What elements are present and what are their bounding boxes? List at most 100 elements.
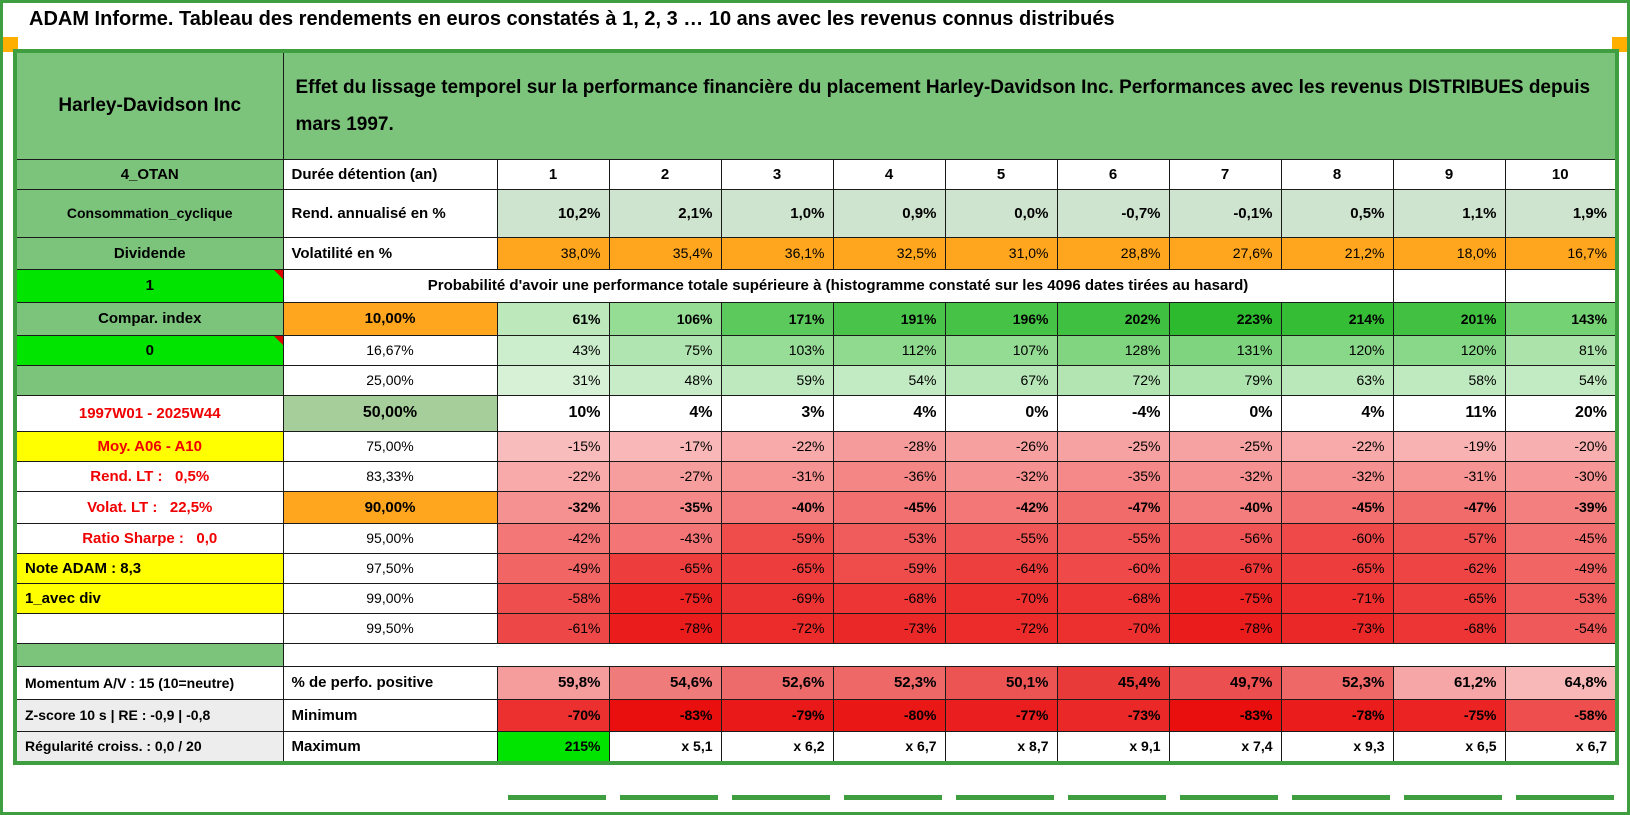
positive-perf-cell[interactable]: 54,6% (608, 665, 722, 700)
duration-column-cell[interactable]: 10 (1504, 158, 1618, 190)
annualized-return-cell[interactable]: 2,1% (608, 188, 722, 238)
duration-column-cell[interactable]: 2 (608, 158, 722, 190)
threshold-cell[interactable]: 16,67% (282, 334, 498, 366)
probability-cell[interactable]: -47% (1056, 490, 1170, 524)
minimum-cell[interactable]: -80% (832, 698, 946, 732)
duration-column-cell[interactable]: 9 (1392, 158, 1506, 190)
volatility-label-cell[interactable]: Volatilité en % (282, 236, 498, 270)
probability-cell[interactable]: -68% (832, 582, 946, 614)
minimum-cell[interactable]: -79% (720, 698, 834, 732)
duration-label-cell[interactable]: Durée détention (an) (282, 158, 498, 190)
probability-cell[interactable]: -75% (1168, 582, 1282, 614)
positive-perf-cell[interactable]: 52,3% (1280, 665, 1394, 700)
probability-cell[interactable]: -62% (1392, 552, 1506, 584)
positive-perf-cell[interactable]: 52,6% (720, 665, 834, 700)
probability-cell[interactable]: -53% (1504, 582, 1618, 614)
empty-cell[interactable] (14, 612, 284, 644)
annualized-label-cell[interactable]: Rend. annualisé en % (282, 188, 498, 238)
probability-cell[interactable]: 4% (1280, 394, 1394, 432)
volatility-cell[interactable]: 28,8% (1056, 236, 1170, 270)
probability-cell[interactable]: -15% (496, 430, 610, 462)
probability-cell[interactable]: -65% (720, 552, 834, 584)
probability-cell[interactable]: -78% (1168, 612, 1282, 644)
probability-cell[interactable]: -31% (1392, 460, 1506, 492)
annualized-return-cell[interactable]: 1,0% (720, 188, 834, 238)
probability-cell[interactable]: 106% (608, 301, 722, 336)
probability-cell[interactable]: -31% (720, 460, 834, 492)
threshold-cell[interactable]: 75,00% (282, 430, 498, 462)
threshold-cell[interactable]: 95,00% (282, 522, 498, 554)
probability-cell[interactable]: -65% (608, 552, 722, 584)
probability-cell[interactable]: -30% (1504, 460, 1618, 492)
probability-cell[interactable]: 214% (1280, 301, 1394, 336)
positive-perf-cell[interactable]: 50,1% (944, 665, 1058, 700)
positive-perf-cell[interactable]: 61,2% (1392, 665, 1506, 700)
probability-cell[interactable]: -70% (1056, 612, 1170, 644)
probability-cell[interactable]: -60% (1056, 552, 1170, 584)
zscore-cell[interactable]: Z-score 10 s | RE : -0,9 | -0,8 (14, 698, 284, 732)
probability-cell[interactable]: -71% (1280, 582, 1394, 614)
probability-cell[interactable]: 223% (1168, 301, 1282, 336)
duration-column-cell[interactable]: 4 (832, 158, 946, 190)
probability-cell[interactable]: 48% (608, 364, 722, 396)
probability-cell[interactable]: -67% (1168, 552, 1282, 584)
maximum-cell[interactable]: x 9,1 (1056, 730, 1170, 764)
flag-cell-zero[interactable]: 0 (14, 334, 284, 366)
probability-cell[interactable]: -55% (944, 522, 1058, 554)
probability-cell[interactable]: -73% (832, 612, 946, 644)
probability-cell[interactable]: -22% (720, 430, 834, 462)
probability-cell[interactable]: -64% (944, 552, 1058, 584)
volatilite-lt-cell[interactable]: Volat. LT : 22,5% (14, 490, 284, 524)
probability-cell[interactable]: -59% (720, 522, 834, 554)
probability-cell[interactable]: 3% (720, 394, 834, 432)
minimum-label-cell[interactable]: Minimum (282, 698, 498, 732)
positive-perf-cell[interactable]: 64,8% (1504, 665, 1618, 700)
probability-cell[interactable]: -19% (1392, 430, 1506, 462)
probability-cell[interactable]: -58% (496, 582, 610, 614)
positive-perf-cell[interactable]: 49,7% (1168, 665, 1282, 700)
probability-cell[interactable]: 4% (832, 394, 946, 432)
probability-cell[interactable]: 0% (944, 394, 1058, 432)
probability-cell[interactable]: -45% (1280, 490, 1394, 524)
perfo-label-cell[interactable]: % de perfo. positive (282, 665, 498, 700)
volatility-cell[interactable]: 31,0% (944, 236, 1058, 270)
probability-cell[interactable]: -17% (608, 430, 722, 462)
minimum-cell[interactable]: -77% (944, 698, 1058, 732)
probability-cell[interactable]: -32% (944, 460, 1058, 492)
threshold-cell[interactable]: 97,50% (282, 552, 498, 584)
duration-column-cell[interactable]: 7 (1168, 158, 1282, 190)
probability-cell[interactable]: 201% (1392, 301, 1506, 336)
annualized-return-cell[interactable]: 10,2% (496, 188, 610, 238)
duration-column-cell[interactable]: 1 (496, 158, 610, 190)
probability-cell[interactable]: -43% (608, 522, 722, 554)
probability-cell[interactable]: -26% (944, 430, 1058, 462)
compar-index-cell[interactable]: Compar. index (14, 301, 284, 336)
probability-cell[interactable]: 131% (1168, 334, 1282, 366)
probability-cell[interactable]: -45% (832, 490, 946, 524)
volatility-cell[interactable]: 32,5% (832, 236, 946, 270)
probability-note-cell[interactable]: Probabilité d'avoir une performance tota… (282, 268, 1394, 303)
maximum-cell[interactable]: x 6,7 (1504, 730, 1618, 764)
probability-cell[interactable]: -75% (608, 582, 722, 614)
volatility-cell[interactable]: 16,7% (1504, 236, 1618, 270)
probability-cell[interactable]: -42% (944, 490, 1058, 524)
probability-cell[interactable]: -42% (496, 522, 610, 554)
probability-cell[interactable]: -55% (1056, 522, 1170, 554)
probability-cell[interactable]: -65% (1280, 552, 1394, 584)
regularite-cell[interactable]: Régularité croiss. : 0,0 / 20 (14, 730, 284, 764)
probability-cell[interactable]: -20% (1504, 430, 1618, 462)
probability-cell[interactable]: -54% (1504, 612, 1618, 644)
probability-cell[interactable]: 54% (832, 364, 946, 396)
minimum-cell[interactable]: -58% (1504, 698, 1618, 732)
maximum-cell[interactable]: x 5,1 (608, 730, 722, 764)
probability-cell[interactable]: 31% (496, 364, 610, 396)
probability-cell[interactable]: -4% (1056, 394, 1170, 432)
minimum-cell[interactable]: -73% (1056, 698, 1170, 732)
minimum-cell[interactable]: -78% (1280, 698, 1394, 732)
probability-cell[interactable]: -22% (496, 460, 610, 492)
probability-cell[interactable]: 0% (1168, 394, 1282, 432)
empty-cell[interactable] (1504, 268, 1618, 303)
probability-cell[interactable]: 120% (1392, 334, 1506, 366)
maximum-label-cell[interactable]: Maximum (282, 730, 498, 764)
duration-column-cell[interactable]: 6 (1056, 158, 1170, 190)
